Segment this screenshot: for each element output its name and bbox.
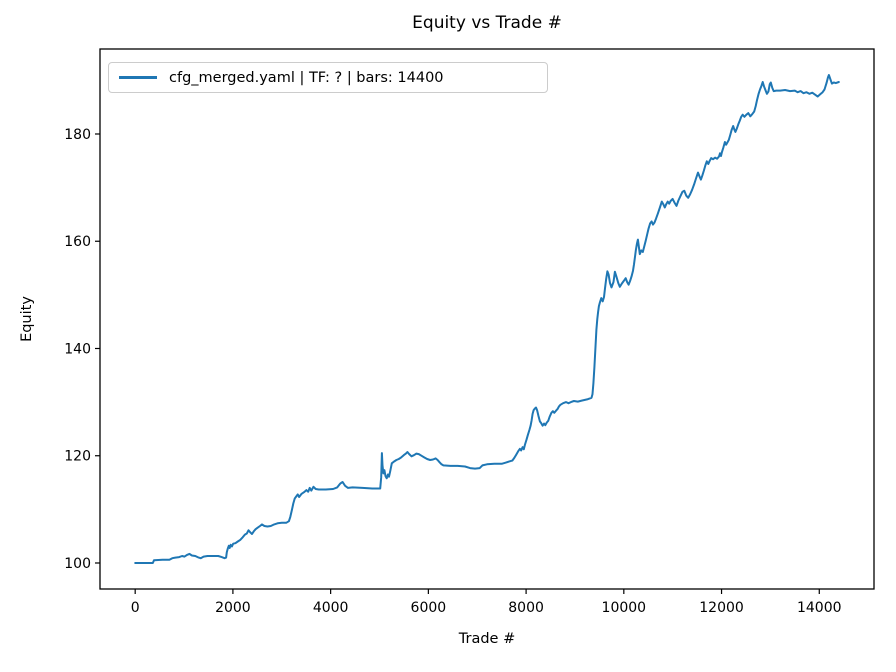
legend: cfg_merged.yaml | TF: ? | bars: 14400 bbox=[108, 62, 548, 93]
x-tick-label: 14000 bbox=[797, 600, 842, 616]
y-axis-label: Equity bbox=[19, 296, 35, 342]
x-axis-label: Trade # bbox=[458, 631, 516, 647]
axis-tick-labels: 0 2000 4000 6000 8000 10000 12000 14000 100 120 14… bbox=[64, 127, 841, 616]
equity-line bbox=[134, 74, 840, 564]
page-title: Equity vs Trade # bbox=[412, 13, 562, 33]
y-tick-label: 160 bbox=[64, 234, 91, 250]
x-tick-label: 0 bbox=[131, 600, 140, 616]
plot-frame bbox=[99, 48, 875, 590]
x-tick-label: 2000 bbox=[215, 600, 251, 616]
legend-line-sample-icon bbox=[119, 76, 157, 79]
axis-ticks bbox=[95, 133, 820, 594]
y-tick-label: 180 bbox=[64, 127, 91, 143]
x-tick-label: 10000 bbox=[602, 600, 647, 616]
y-tick-label: 120 bbox=[64, 449, 91, 465]
y-tick-label: 140 bbox=[64, 341, 91, 357]
x-tick-label: 6000 bbox=[411, 600, 447, 616]
y-tick-label: 100 bbox=[64, 556, 91, 572]
legend-label: cfg_merged.yaml | TF: ? | bars: 14400 bbox=[169, 69, 444, 86]
x-tick-label: 4000 bbox=[313, 600, 349, 616]
x-tick-label: 8000 bbox=[508, 600, 544, 616]
x-tick-label: 12000 bbox=[699, 600, 744, 616]
data-series bbox=[134, 74, 840, 564]
